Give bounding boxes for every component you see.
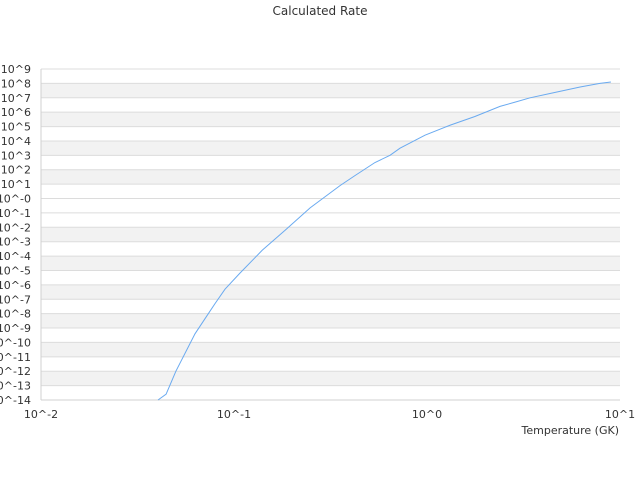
chart-title: Calculated Rate (272, 4, 368, 18)
y-tick-label: 10^-8 (0, 308, 31, 321)
y-tick-label: 10^-4 (0, 250, 31, 263)
y-tick-label: 10^-14 (0, 394, 31, 407)
y-tick-label: 10^3 (1, 149, 31, 162)
grid-band (41, 169, 620, 185)
y-tick-label: 10^-13 (0, 380, 31, 393)
x-tick-label: 10^0 (412, 408, 442, 421)
y-tick-label: 10^-9 (0, 322, 31, 335)
x-axis-label: Temperature (GK) (521, 424, 620, 437)
y-tick-label: 10^8 (1, 77, 31, 90)
y-tick-label: 10^-11 (0, 351, 31, 364)
y-tick-label: 10^2 (1, 164, 31, 177)
y-tick-label: 10^5 (1, 121, 31, 134)
x-tick-label: 10^-2 (24, 408, 58, 421)
grid-band (41, 256, 620, 271)
grid-band (41, 83, 620, 98)
y-tick-label: 10^6 (1, 106, 31, 119)
x-tick-label: 10^1 (605, 408, 635, 421)
grid-band (41, 313, 620, 329)
y-tick-label: 10^9 (1, 63, 31, 76)
grid-band (41, 112, 620, 127)
y-tick-label: 10^7 (1, 92, 31, 105)
y-tick-label: 10^-3 (0, 236, 31, 249)
y-tick-label: 10^-7 (0, 293, 31, 306)
y-tick-label: 10^-0 (0, 193, 31, 206)
grid-band (41, 284, 620, 300)
y-tick-label: 10^-5 (0, 264, 31, 277)
y-tick-label: 10^-2 (0, 221, 31, 234)
rate-series-line (157, 81, 611, 401)
grid-band (41, 371, 620, 386)
grid-band (41, 342, 620, 357)
y-tick-label: 10^-6 (0, 279, 31, 292)
y-tick-label: 10^4 (1, 135, 31, 148)
grid-band (41, 140, 620, 156)
x-tick-label: 10^-1 (217, 408, 251, 421)
y-tick-label: 10^-12 (0, 365, 31, 378)
y-tick-label: 10^1 (1, 178, 31, 191)
y-tick-label: 10^-10 (0, 336, 31, 349)
grid-band (41, 227, 620, 242)
y-tick-label: 10^-1 (0, 207, 31, 220)
